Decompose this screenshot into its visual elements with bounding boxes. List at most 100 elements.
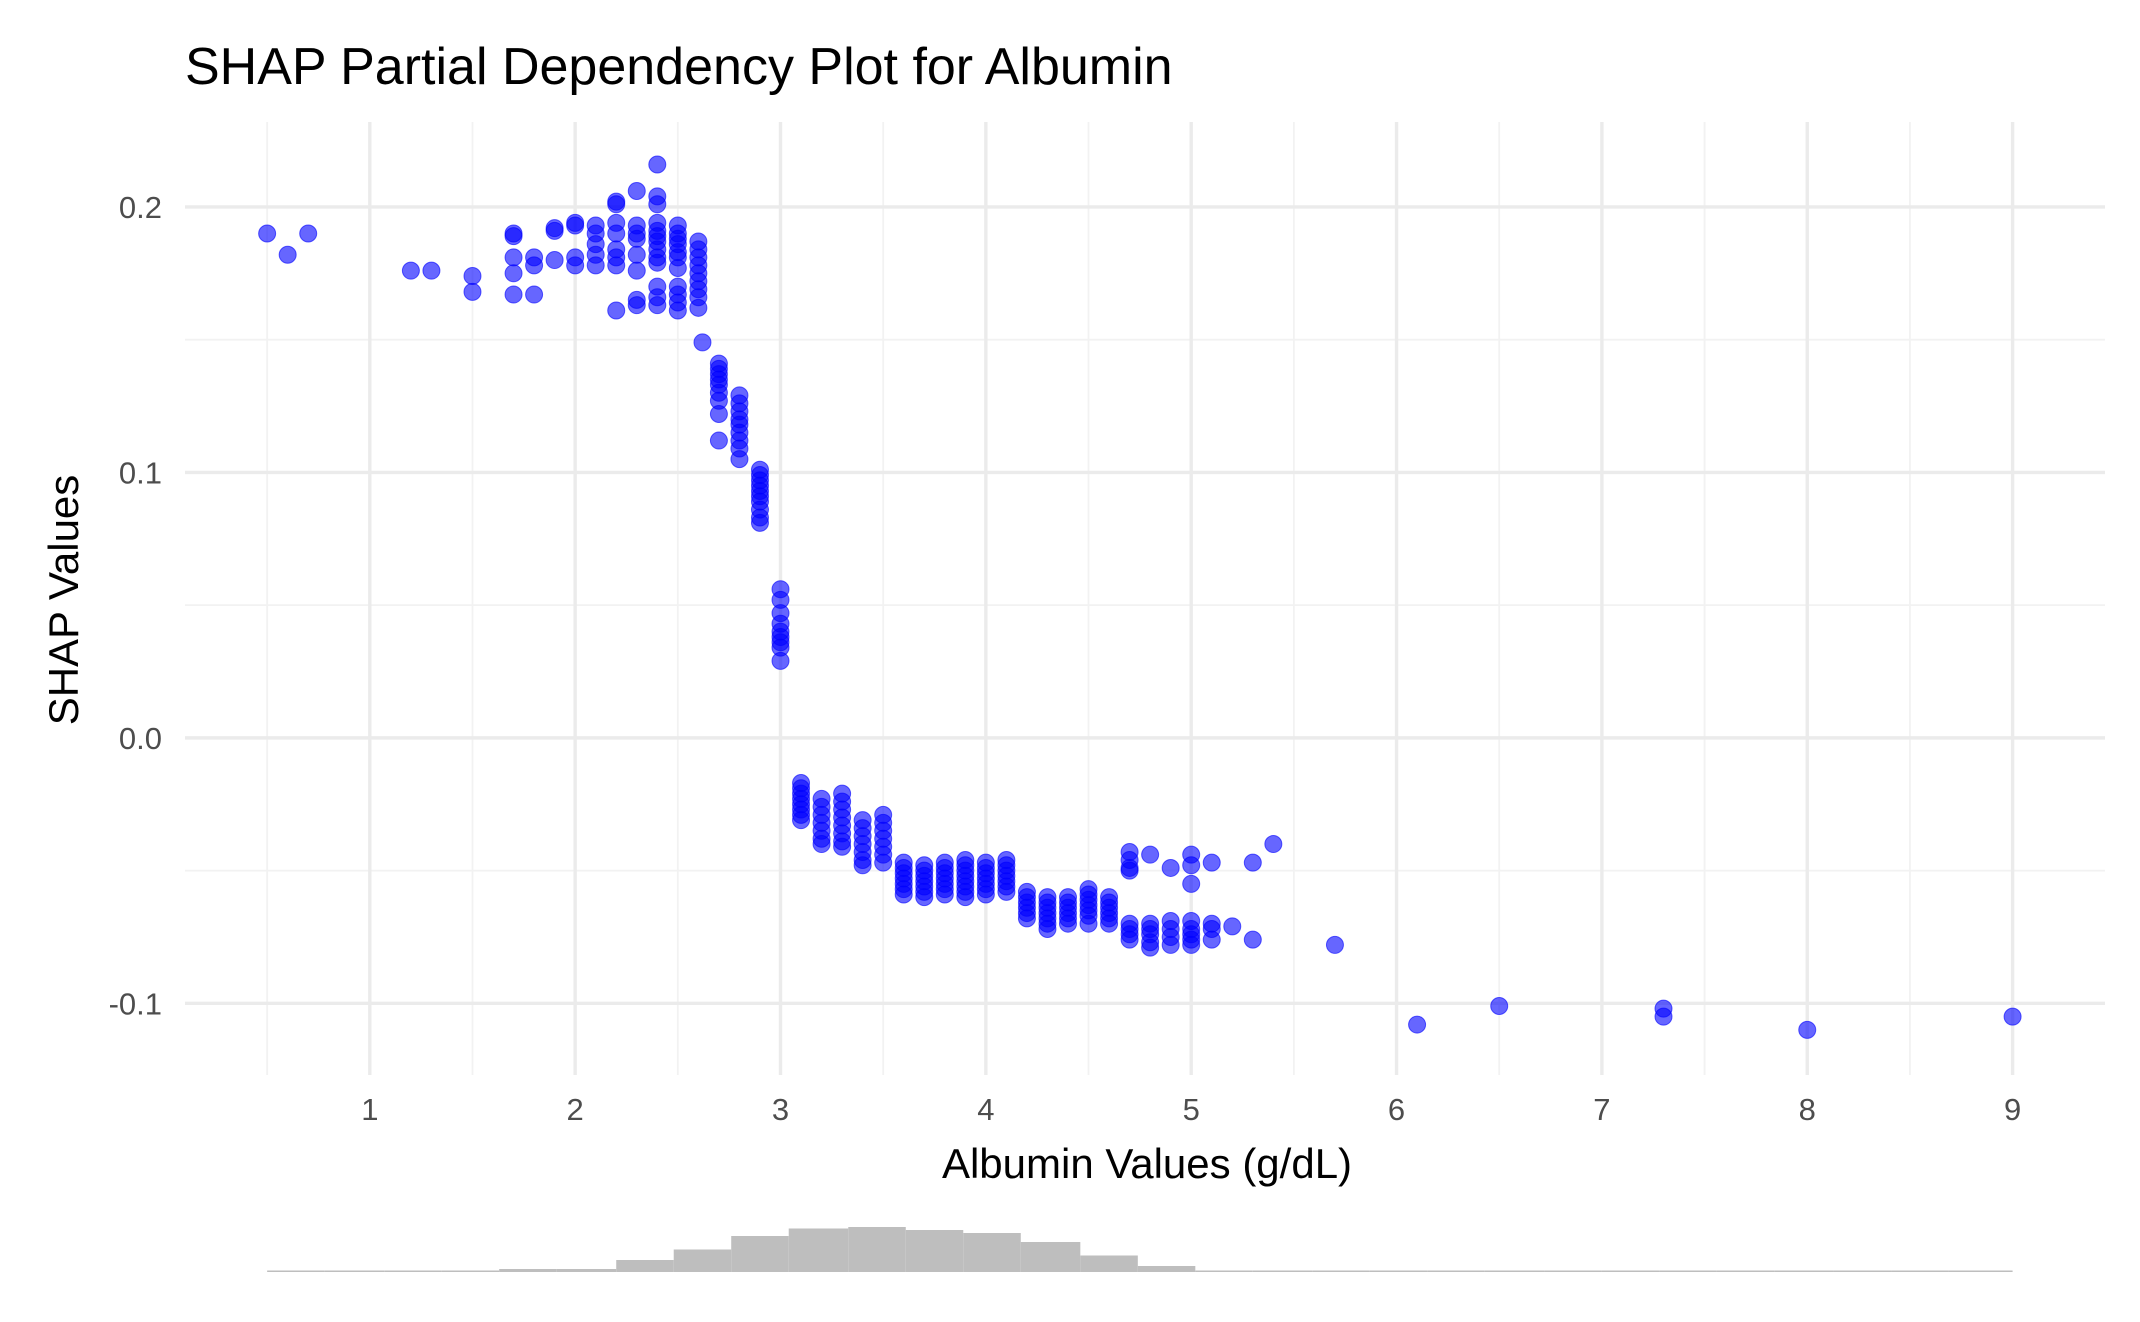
data-point <box>607 195 626 214</box>
histogram-bar <box>556 1269 617 1272</box>
histogram-bar <box>1716 1270 1775 1272</box>
data-point <box>833 837 852 856</box>
data-point <box>525 256 544 275</box>
data-point <box>566 216 585 235</box>
data-point <box>1202 930 1221 949</box>
histogram-bar <box>963 1233 1021 1272</box>
data-point <box>853 856 872 875</box>
histogram-bar <box>1252 1270 1313 1272</box>
data-point <box>1058 914 1077 933</box>
histogram-bar <box>1137 1266 1196 1272</box>
data-point <box>1243 930 1262 949</box>
data-point <box>1141 938 1160 957</box>
x-tick-label: 5 <box>1183 1092 1200 1127</box>
x-axis-title: Albumin Values (g/dL) <box>942 1140 1352 1187</box>
data-point <box>463 266 482 285</box>
data-point <box>566 256 585 275</box>
data-point <box>689 298 708 317</box>
histogram-bar <box>1833 1270 1892 1272</box>
data-point <box>1408 1015 1427 1034</box>
data-point <box>627 261 646 280</box>
x-tick-label: 9 <box>2004 1092 2021 1127</box>
data-point <box>1079 914 1098 933</box>
data-point <box>525 285 544 304</box>
data-point <box>648 155 667 174</box>
y-tick-label: 0.1 <box>119 455 162 490</box>
histogram-bar <box>1020 1242 1081 1272</box>
histogram-bar <box>441 1270 500 1272</box>
data-point <box>1223 917 1242 936</box>
histogram-bar <box>1774 1270 1834 1272</box>
histogram-bar <box>848 1227 906 1272</box>
data-point <box>545 251 564 270</box>
data-point <box>2003 1007 2022 1026</box>
histogram-bar <box>1544 1270 1602 1272</box>
data-point <box>545 221 564 240</box>
data-point <box>812 835 831 854</box>
data-point <box>607 301 626 320</box>
data-point <box>668 301 687 320</box>
data-point <box>1182 856 1201 875</box>
data-point <box>278 245 297 264</box>
histogram-bar <box>384 1270 442 1272</box>
histogram-bar <box>499 1269 557 1272</box>
data-point <box>627 229 646 248</box>
histogram-bar <box>1601 1270 1660 1272</box>
data-point <box>1264 835 1283 854</box>
data-point <box>504 264 523 283</box>
data-point <box>258 224 277 243</box>
histogram-bar <box>731 1236 789 1272</box>
histogram-bar <box>267 1270 325 1272</box>
histogram-bar <box>1427 1270 1485 1272</box>
y-tick-label: 0.0 <box>119 721 162 756</box>
y-axis-tick-labels: -0.1 0.0 0.1 0.2 <box>109 190 162 1021</box>
data-point <box>299 224 318 243</box>
x-axis-tick-labels: 1 2 3 4 5 6 7 8 9 <box>361 1092 2021 1127</box>
data-point <box>1038 919 1057 938</box>
data-point <box>1017 909 1036 928</box>
x-tick-label: 8 <box>1799 1092 1816 1127</box>
histogram-bar <box>905 1230 964 1272</box>
data-point <box>1490 996 1509 1015</box>
y-tick-label: -0.1 <box>109 986 162 1021</box>
x-tick-label: 1 <box>361 1092 378 1127</box>
data-point <box>956 888 975 907</box>
data-point <box>627 182 646 201</box>
data-point <box>648 296 667 315</box>
data-point <box>607 224 626 243</box>
y-axis-title: SHAP Values <box>40 475 87 726</box>
histogram-bar <box>788 1228 849 1272</box>
data-point <box>504 285 523 304</box>
histogram-bar <box>1659 1270 1717 1272</box>
data-point <box>874 853 893 872</box>
data-point <box>792 811 811 830</box>
data-point <box>976 885 995 904</box>
scatter-points <box>258 155 2022 1039</box>
data-point <box>1182 935 1201 954</box>
data-point <box>915 888 934 907</box>
data-point <box>504 248 523 267</box>
data-point <box>463 282 482 301</box>
data-point <box>1120 930 1139 949</box>
data-point <box>1182 874 1201 893</box>
data-point <box>627 296 646 315</box>
histogram-bar <box>1195 1270 1253 1272</box>
x-tick-label: 6 <box>1388 1092 1405 1127</box>
data-point <box>935 885 954 904</box>
histogram-bar <box>324 1270 385 1272</box>
data-point <box>709 405 728 424</box>
x-tick-label: 2 <box>567 1092 584 1127</box>
x-tick-label: 4 <box>977 1092 994 1127</box>
histogram-bar <box>1948 1270 2013 1272</box>
histogram-bar <box>1484 1270 1545 1272</box>
data-point <box>1141 845 1160 864</box>
data-point <box>1120 861 1139 880</box>
data-point <box>997 882 1016 901</box>
data-point <box>586 256 605 275</box>
data-point <box>1100 914 1119 933</box>
data-point <box>1325 935 1344 954</box>
data-point <box>1798 1020 1817 1039</box>
histogram-bar <box>1891 1270 1949 1272</box>
data-point <box>401 261 420 280</box>
